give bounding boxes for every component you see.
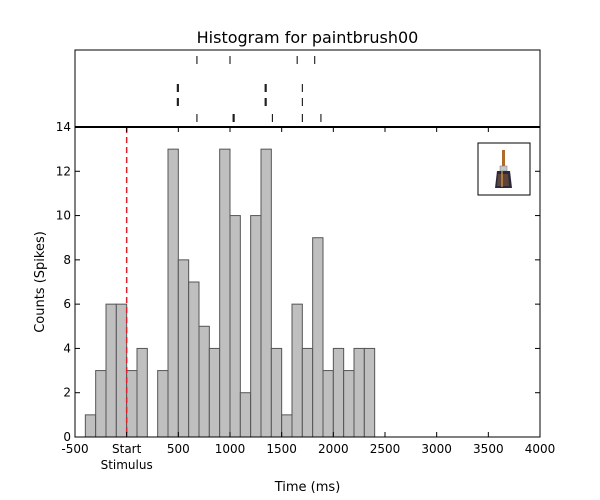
histogram-bar: [343, 370, 355, 438]
x-tick-label: 2500: [370, 442, 401, 456]
histogram-bar: [188, 281, 200, 438]
histogram-bar: [126, 370, 138, 438]
histogram-bar: [353, 347, 365, 438]
raster-plot: [176, 56, 322, 122]
histogram-bar: [229, 215, 241, 438]
x-tick-label: 3500: [473, 442, 504, 456]
histogram-bar: [301, 347, 314, 438]
x-tick-label: 1000: [215, 442, 246, 456]
y-axis-label: Counts (Spikes): [33, 231, 48, 333]
histogram-bar: [291, 303, 303, 438]
histogram-bar: [363, 347, 376, 438]
y-tick-label: 14: [56, 120, 71, 134]
y-axis-ticks: 0 2 4 6 8 10 12 14: [56, 120, 540, 444]
inset-image: [477, 142, 531, 196]
histogram-bar: [219, 148, 231, 438]
histogram-bar: [167, 148, 179, 438]
paintbrush-icon: [495, 150, 512, 188]
x-tick-label: -500: [61, 442, 88, 456]
histogram-bar: [208, 347, 221, 438]
x-tick-label: 500: [167, 442, 190, 456]
histogram-bar: [312, 237, 324, 438]
histogram-bar: [332, 347, 345, 438]
x-tick-sublabel: Stimulus: [101, 458, 153, 472]
histogram-bar: [250, 215, 262, 438]
y-tick-label: 2: [63, 386, 71, 400]
histogram-bar: [281, 414, 293, 438]
x-tick-label: 4000: [525, 442, 556, 456]
y-tick-label: 8: [63, 253, 71, 267]
histogram-bar: [239, 392, 252, 438]
chart-title: Histogram for paintbrush00: [197, 28, 419, 47]
histogram-bar: [84, 414, 97, 438]
x-axis-ticks: -500 Start 500 1000 1500 2000 2500 3000 3500 4000…: [61, 127, 555, 472]
histogram-bar: [177, 259, 190, 438]
x-tick-label: 3000: [421, 442, 452, 456]
x-axis-label: Time (ms): [274, 480, 341, 495]
y-tick-label: 6: [63, 297, 71, 311]
y-tick-label: 4: [63, 341, 71, 355]
x-tick-label: Start: [112, 442, 142, 456]
histogram-bar: [115, 303, 128, 438]
x-tick-label: 2000: [318, 442, 349, 456]
histogram-bar: [95, 370, 107, 438]
histogram-bar: [260, 148, 272, 438]
y-tick-label: 10: [56, 209, 71, 223]
histogram-bar: [270, 347, 283, 438]
x-tick-label: 1500: [266, 442, 297, 456]
histogram-bars: [84, 148, 376, 438]
y-tick-label: 12: [56, 164, 71, 178]
histogram-bar: [105, 303, 117, 438]
histogram-bar: [322, 370, 334, 438]
y-tick-label: 0: [63, 430, 71, 444]
histogram-bar: [157, 370, 169, 438]
histogram-bar: [136, 347, 148, 438]
histogram-bar: [198, 325, 210, 438]
